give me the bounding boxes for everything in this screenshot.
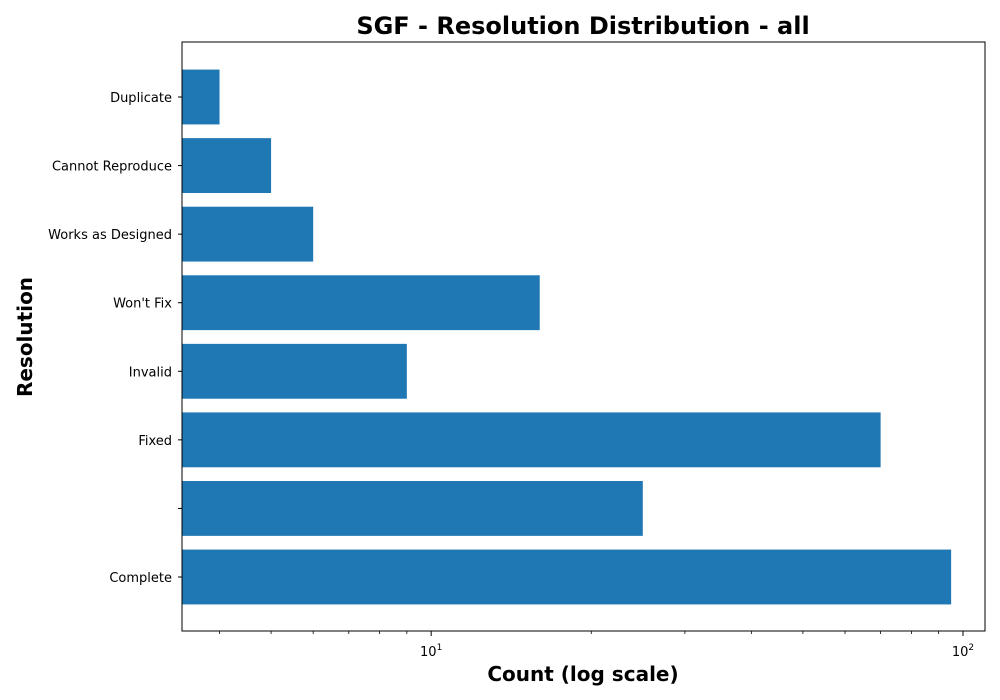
y-tick-label: Duplicate: [110, 91, 172, 106]
y-tick-label: Invalid: [129, 365, 172, 380]
plot-frame: [181, 41, 986, 632]
y-axis-ticks: Complete Fixed Invalid Won't Fix Works as De…: [48, 91, 182, 586]
y-axis-label: Resolution: [13, 277, 37, 397]
bar: [182, 481, 643, 536]
bar: [182, 138, 272, 193]
y-tick-label: Complete: [109, 571, 172, 586]
x-axis-ticks: 101 102: [219, 631, 974, 660]
y-tick-label: Cannot Reproduce: [52, 160, 172, 175]
bar: [182, 549, 952, 605]
y-tick-label: Works as Designed: [48, 228, 172, 243]
x-axis-label: Count (log scale): [487, 662, 678, 686]
plot-area: [182, 69, 952, 605]
bar: [182, 206, 314, 262]
bar: [182, 412, 881, 468]
x-tick-label: 101: [420, 643, 442, 660]
x-tick-label: 102: [952, 643, 974, 660]
y-tick-label: Fixed: [138, 434, 172, 449]
chart-title: SGF - Resolution Distribution - all: [356, 12, 809, 40]
bar: [182, 69, 220, 125]
bar: [182, 343, 407, 399]
bar: [182, 275, 540, 331]
y-tick-label: Won't Fix: [113, 297, 172, 312]
